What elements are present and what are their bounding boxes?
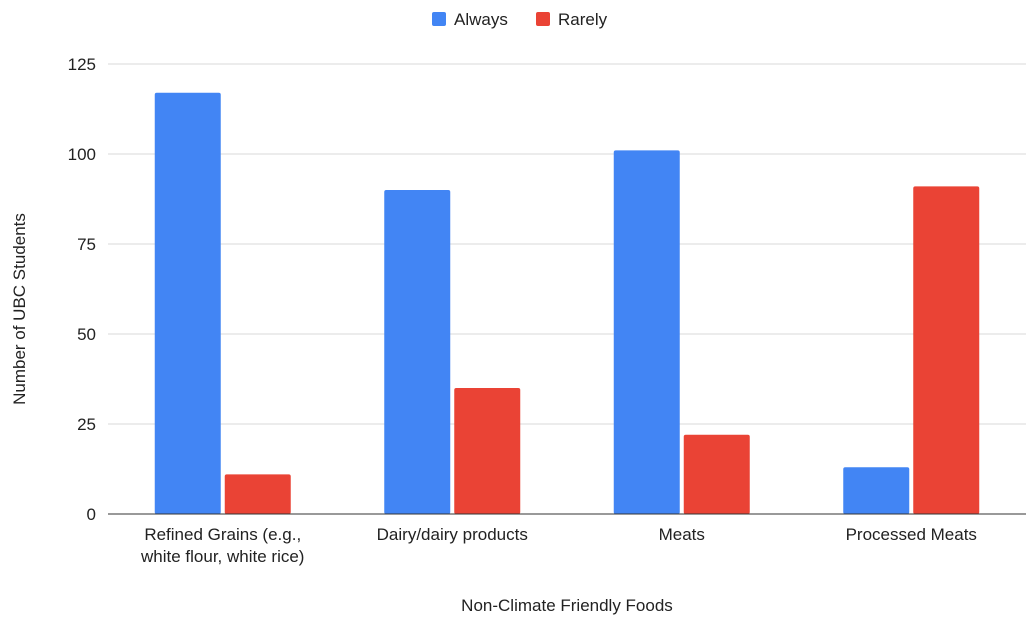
y-tick-label: 75 (77, 235, 96, 254)
x-tick-label: white flour, white rice) (140, 547, 304, 566)
bar-rarely (454, 388, 521, 514)
legend-label-rarely: Rarely (558, 10, 608, 29)
bar-always (154, 92, 221, 515)
x-tick-label: Meats (659, 525, 705, 544)
legend: Always Rarely (432, 10, 608, 29)
y-tick-label: 125 (68, 55, 96, 74)
x-tick-label: Refined Grains (e.g., (144, 525, 301, 544)
bar-always (613, 150, 680, 514)
bar-always (384, 190, 451, 514)
legend-swatch-always (432, 12, 446, 26)
legend-label-always: Always (454, 10, 508, 29)
legend-swatch-rarely (536, 12, 550, 26)
y-tick-label: 100 (68, 145, 96, 164)
y-axis-title: Number of UBC Students (10, 213, 29, 405)
bars (154, 92, 980, 515)
x-tick-label: Dairy/dairy products (377, 525, 528, 544)
y-tick-label: 50 (77, 325, 96, 344)
gridlines (108, 63, 1026, 425)
bar-rarely (224, 474, 291, 514)
y-axis-ticks: 0 25 50 75 100 125 (68, 55, 96, 524)
y-tick-label: 25 (77, 415, 96, 434)
bar-always (843, 467, 910, 514)
x-axis-title: Non-Climate Friendly Foods (461, 596, 673, 615)
x-tick-label: Processed Meats (846, 525, 977, 544)
bar-rarely (683, 434, 750, 514)
y-tick-label: 0 (87, 505, 96, 524)
bar-rarely (913, 186, 980, 514)
x-axis-ticks: Refined Grains (e.g., white flour, white … (140, 525, 977, 566)
